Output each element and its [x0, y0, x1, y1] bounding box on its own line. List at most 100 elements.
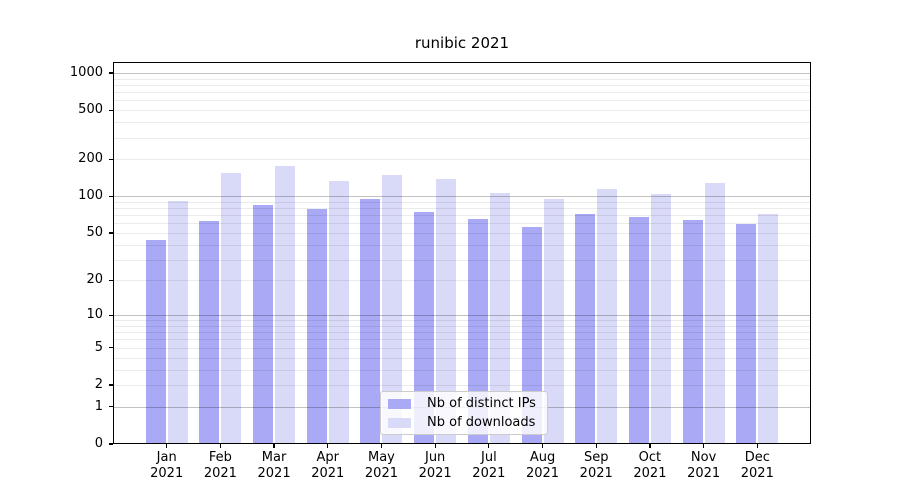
gridline-minor-30 [114, 259, 810, 261]
legend-label-distinct-ips: Nb of distinct IPs [427, 396, 536, 411]
bar-downloads-dec [758, 214, 779, 443]
x-tick-label-jan: Jan 2021 [150, 450, 184, 481]
legend: Nb of distinct IPs Nb of downloads [380, 391, 548, 435]
y-tick-100 [109, 195, 113, 197]
y-tick-200 [109, 158, 113, 160]
gridline-minor-80 [114, 208, 810, 209]
gridline-minor-600 [114, 100, 810, 102]
y-tick-1 [109, 406, 113, 408]
legend-item-downloads: Nb of downloads [388, 414, 539, 431]
gridline-minor-700 [114, 92, 810, 94]
x-tick-apr [327, 444, 329, 448]
bar-distinct-ips-feb [199, 220, 220, 443]
legend-swatch-distinct-ips-icon [388, 398, 411, 409]
x-tick-aug [541, 444, 544, 448]
gridline-major-100 [114, 196, 810, 198]
gridline-minor-40 [114, 244, 810, 246]
x-tick-may [380, 444, 383, 448]
legend-label-downloads: Nb of downloads [427, 415, 536, 430]
y-tick-label-50: 50 [86, 224, 103, 240]
x-tick-mar [273, 444, 275, 448]
y-tick-50 [109, 232, 113, 234]
x-tick-label-may: May 2021 [364, 450, 398, 481]
bar-distinct-ips-may [360, 198, 381, 443]
bar-downloads-jan [167, 200, 188, 443]
gridline-minor-60 [114, 223, 810, 225]
gridline-minor-90 [114, 201, 810, 203]
x-tick-label-nov: Nov 2021 [687, 450, 721, 481]
bar-distinct-ips-jan [145, 239, 166, 443]
y-tick-1000 [109, 72, 113, 74]
bar-downloads-mar [275, 166, 296, 443]
x-tick-label-jul: Jul 2021 [472, 450, 506, 481]
gridline-minor-500 [114, 110, 810, 112]
x-tick-nov [702, 444, 705, 448]
y-tick-label-200: 200 [78, 151, 103, 167]
x-tick-label-mar: Mar 2021 [257, 450, 291, 481]
x-tick-oct [649, 444, 651, 448]
plot-area-border [113, 62, 811, 444]
x-tick-label-aug: Aug 2021 [525, 450, 560, 481]
x-tick-jun [434, 444, 436, 448]
gridline-minor-70 [114, 215, 810, 217]
x-tick-label-apr: Apr 2021 [311, 450, 345, 481]
bar-downloads-oct [650, 194, 671, 443]
y-tick-10 [109, 314, 113, 316]
bar-distinct-ips-nov [682, 219, 703, 443]
gridline-minor-9 [114, 320, 810, 322]
y-tick-label-10: 10 [86, 307, 103, 323]
gridline-minor-200 [114, 159, 810, 161]
bar-downloads-nov [704, 183, 725, 443]
bar-distinct-ips-oct [628, 217, 649, 443]
gridline-minor-400 [114, 122, 810, 124]
gridline-minor-300 [114, 137, 810, 139]
x-tick-jan [166, 444, 168, 448]
legend-swatch-downloads-icon [388, 417, 411, 428]
gridline-minor-900 [114, 78, 810, 80]
bar-downloads-apr [328, 180, 349, 443]
bar-distinct-ips-sep [575, 213, 596, 443]
gridline-minor-6 [114, 339, 810, 341]
bar-downloads-feb [221, 173, 242, 443]
bar-downloads-sep [597, 189, 618, 443]
y-tick-label-0: 0 [94, 436, 103, 451]
gridline-minor-50 [114, 232, 810, 234]
y-tick-label-1: 1 [94, 398, 103, 414]
gridline-minor-3 [114, 369, 810, 371]
x-tick-feb [219, 444, 222, 448]
x-tick-jul [488, 444, 490, 448]
gridline-minor-4 [114, 357, 810, 359]
y-tick-5 [109, 347, 113, 349]
y-tick-2 [109, 384, 113, 386]
x-tick-label-oct: Oct 2021 [633, 450, 667, 481]
gridline-minor-800 [114, 84, 810, 86]
x-tick-dec [756, 444, 758, 448]
y-tick-label-500: 500 [78, 102, 103, 118]
gridline-minor-7 [114, 332, 810, 334]
y-tick-label-20: 20 [86, 272, 103, 288]
x-tick-label-dec: Dec 2021 [740, 450, 774, 481]
y-tick-500 [109, 109, 113, 111]
gridline-minor-8 [114, 326, 810, 327]
gridline-minor-5 [114, 347, 810, 349]
gridline-major-10 [114, 315, 810, 317]
y-tick-label-5: 5 [94, 339, 103, 355]
x-tick-label-feb: Feb 2021 [203, 450, 237, 481]
y-tick-label-2: 2 [94, 377, 103, 392]
gridline-minor-20 [114, 280, 810, 282]
gridline-minor-2 [114, 385, 810, 386]
bar-distinct-ips-dec [736, 224, 757, 443]
chart-title: runibic 2021 [414, 34, 510, 52]
y-tick-0 [109, 443, 113, 445]
x-tick-label-sep: Sep 2021 [579, 450, 613, 481]
y-tick-label-1000: 1000 [69, 64, 103, 80]
x-tick-sep [595, 444, 597, 448]
bar-distinct-ips-mar [253, 205, 274, 443]
x-tick-label-jun: Jun 2021 [418, 450, 452, 481]
legend-item-distinct-ips: Nb of distinct IPs [388, 395, 539, 412]
bar-distinct-ips-apr [306, 209, 327, 443]
gridline-major-1000 [114, 72, 810, 74]
y-tick-20 [109, 279, 113, 282]
y-tick-label-100: 100 [78, 188, 103, 204]
